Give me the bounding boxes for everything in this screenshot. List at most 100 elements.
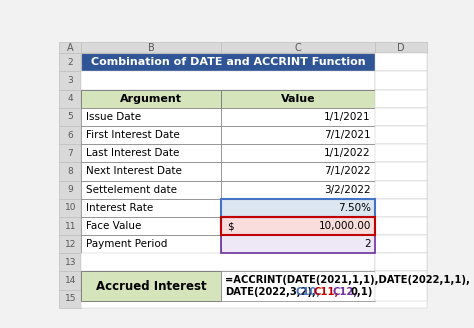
Text: C12,: C12, [332, 287, 357, 297]
Text: DATE(2022,3,2),: DATE(2022,3,2), [225, 287, 316, 297]
Text: 7.50%: 7.50% [338, 203, 371, 213]
Text: 7: 7 [67, 149, 73, 158]
Bar [82, 126, 221, 144]
Bar [59, 272, 82, 290]
Text: C11,: C11, [314, 287, 339, 297]
Bar [59, 42, 82, 53]
Bar [82, 253, 427, 272]
Text: Last Interest Date: Last Interest Date [86, 148, 179, 158]
Bar [59, 90, 82, 108]
Text: D: D [397, 43, 405, 52]
Text: C10,: C10, [295, 287, 320, 297]
Text: 0,1): 0,1) [351, 287, 373, 297]
Text: 3/2/2022: 3/2/2022 [324, 185, 371, 195]
Bar [59, 126, 82, 144]
Bar [221, 199, 375, 217]
Bar [82, 217, 221, 235]
Bar [375, 199, 427, 217]
Text: 6: 6 [67, 131, 73, 140]
Bar [221, 217, 375, 235]
Bar [375, 108, 427, 126]
Bar [59, 253, 82, 272]
Text: 5: 5 [67, 113, 73, 121]
Text: 1/1/2022: 1/1/2022 [324, 148, 371, 158]
Bar [375, 72, 427, 90]
Text: 1/1/2021: 1/1/2021 [324, 112, 371, 122]
Bar [375, 42, 427, 53]
Bar [221, 217, 375, 235]
Text: 11: 11 [64, 221, 76, 231]
Bar [59, 180, 82, 199]
Bar [82, 272, 221, 300]
Bar [82, 253, 375, 272]
Bar [59, 235, 82, 253]
Bar [59, 290, 82, 308]
Bar [59, 144, 82, 162]
Text: 14: 14 [64, 276, 76, 285]
Text: 8: 8 [67, 167, 73, 176]
Bar [221, 235, 375, 253]
Bar [221, 90, 375, 108]
Bar [375, 253, 427, 272]
Bar [82, 144, 221, 162]
Bar [82, 199, 427, 217]
Bar [82, 180, 221, 199]
Text: 2: 2 [67, 58, 73, 67]
Bar [221, 42, 375, 53]
Bar [82, 217, 427, 235]
Text: =ACCRINT(DATE(2021,1,1),DATE(2022,1,1),: =ACCRINT(DATE(2021,1,1),DATE(2022,1,1), [225, 275, 470, 285]
Text: Face Value: Face Value [86, 221, 141, 231]
Text: C: C [295, 43, 301, 52]
Bar [59, 199, 82, 217]
Bar [221, 180, 375, 199]
Bar [375, 162, 427, 180]
Text: 10: 10 [64, 203, 76, 212]
Bar [82, 290, 427, 308]
Bar [375, 272, 427, 300]
Text: Interest Rate: Interest Rate [86, 203, 153, 213]
Text: 3: 3 [67, 76, 73, 85]
Bar [82, 72, 375, 90]
Text: A: A [67, 43, 73, 52]
Bar [82, 235, 427, 253]
Bar [375, 53, 427, 72]
Bar [221, 108, 375, 126]
Text: B: B [148, 43, 155, 52]
Text: 4: 4 [67, 94, 73, 103]
Text: Issue Date: Issue Date [86, 112, 141, 122]
Text: Value: Value [281, 94, 315, 104]
Bar [82, 42, 221, 53]
Bar [59, 72, 82, 90]
Bar [375, 217, 427, 235]
Bar [82, 144, 427, 162]
Text: 7/1/2021: 7/1/2021 [324, 130, 371, 140]
Bar [59, 108, 82, 126]
Text: Accrued Interest: Accrued Interest [96, 279, 206, 293]
Text: $: $ [228, 221, 234, 231]
Bar [375, 180, 427, 199]
Text: First Interest Date: First Interest Date [86, 130, 180, 140]
Text: Payment Period: Payment Period [86, 239, 167, 249]
Text: 10,000.00: 10,000.00 [319, 221, 371, 231]
Text: 13: 13 [64, 258, 76, 267]
Bar [59, 162, 82, 180]
Bar [82, 72, 427, 90]
Bar [221, 272, 375, 300]
Bar [82, 162, 221, 180]
Bar [221, 162, 375, 180]
Bar [82, 126, 427, 144]
Bar [82, 53, 375, 72]
Bar [82, 90, 221, 108]
Text: Settelement date: Settelement date [86, 185, 177, 195]
Bar [82, 272, 427, 290]
Text: 2: 2 [364, 239, 371, 249]
Text: Combination of DATE and ACCRINT Function: Combination of DATE and ACCRINT Function [91, 57, 365, 67]
Bar [221, 199, 375, 253]
Bar [221, 199, 375, 217]
Bar [82, 108, 427, 126]
Bar [82, 90, 427, 108]
Text: Argument: Argument [120, 94, 182, 104]
Bar [82, 162, 427, 180]
Bar [375, 235, 427, 253]
Bar [221, 126, 375, 144]
